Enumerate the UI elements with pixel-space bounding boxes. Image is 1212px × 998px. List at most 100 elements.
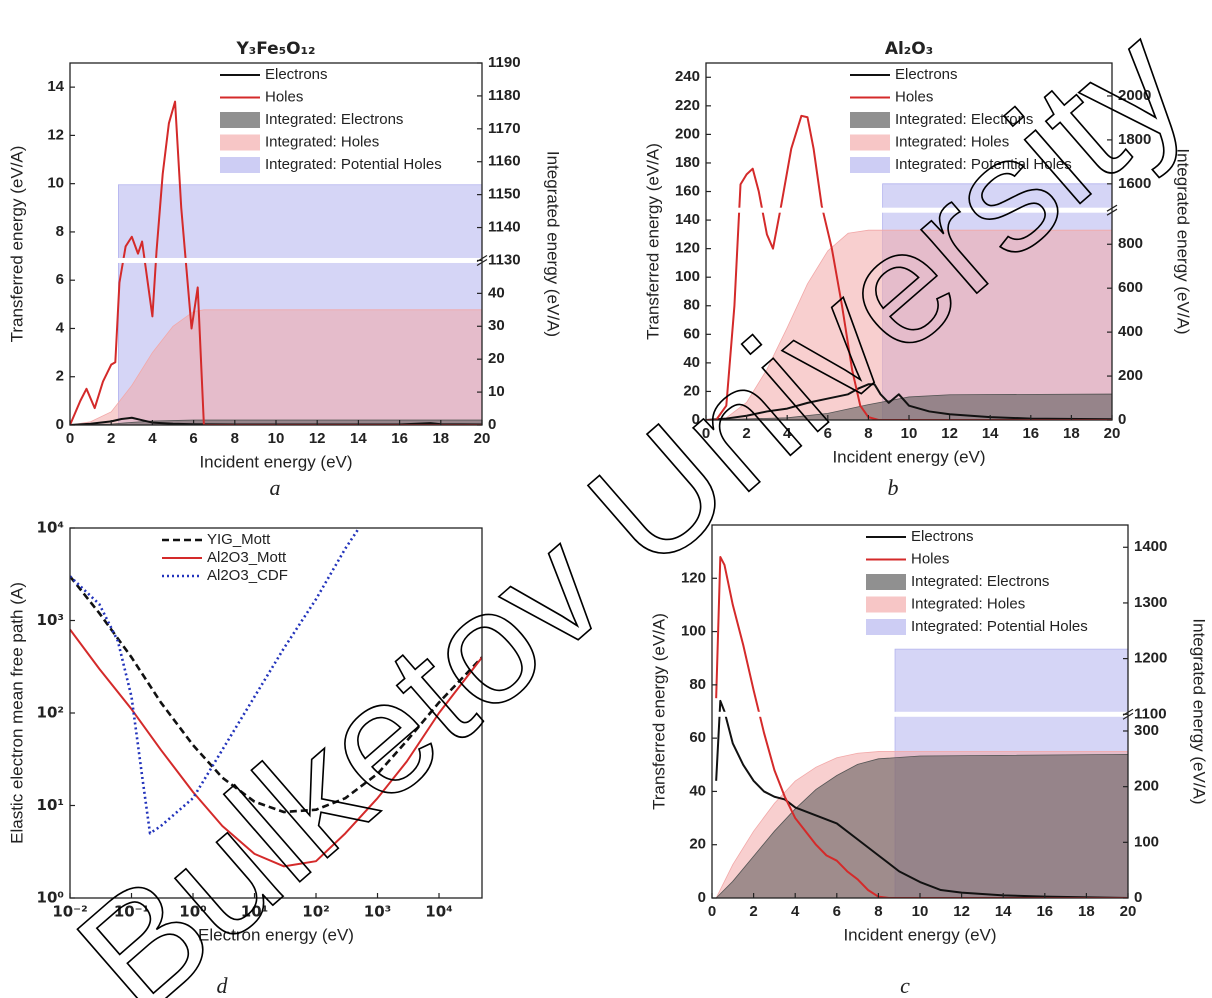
y-tick-label: 2 (56, 368, 64, 385)
line (715, 555, 1128, 898)
plot (706, 114, 1112, 420)
x-tick-label: 18 (1078, 903, 1095, 920)
legend-label: Electrons (265, 66, 328, 83)
legend-swatch (850, 112, 890, 128)
x-tick-label: 14 (982, 425, 999, 442)
x-tick-label: 10⁰ (179, 903, 206, 921)
y-tick-label: 60 (689, 729, 706, 746)
panel-caption: d (217, 973, 229, 998)
line (70, 100, 482, 425)
y2-tick-label: 600 (1118, 279, 1143, 296)
legend-label: Integrated: Potential Holes (911, 618, 1088, 635)
y2-tick-label: 200 (1118, 367, 1143, 384)
legend-label: Holes (895, 88, 933, 105)
x-tick-label: 4 (783, 425, 792, 442)
legend-label: Integrated: Potential Holes (895, 156, 1072, 173)
legend-label: Al2O3_CDF (207, 567, 288, 584)
x-tick-label: 10⁻¹ (114, 903, 149, 921)
legend-swatch (220, 134, 260, 151)
y2-tick-label: 1600 (1118, 175, 1151, 192)
area (70, 309, 482, 425)
y-tick-label: 220 (675, 97, 700, 114)
x-tick-label: 8 (864, 425, 872, 442)
panel-caption: b (888, 475, 899, 500)
x-tick-label: 2 (742, 425, 750, 442)
y2-tick-label: 800 (1118, 235, 1143, 252)
x-tick-label: 8 (874, 903, 882, 920)
y-tick-label: 10⁴ (37, 519, 64, 537)
y2-tick-label: 1150 (488, 186, 521, 203)
legend-label: Integrated: Electrons (265, 111, 403, 128)
y-tick-label: 10² (37, 704, 64, 722)
y2-axis-label: Integrated energy (eV/A) (1190, 618, 1209, 804)
x-tick-label: 10 (912, 903, 929, 920)
legend-label: Integrated: Electrons (911, 573, 1049, 590)
x-tick-label: 10 (901, 425, 918, 442)
y2-tick-label: 400 (1118, 323, 1143, 340)
y-tick-label: 80 (683, 297, 700, 314)
legend-label: Integrated: Holes (265, 133, 379, 150)
y2-tick-label: 1400 (1134, 538, 1167, 555)
legend-swatch (866, 574, 906, 590)
x-axis-label: Incident energy (eV) (843, 925, 996, 944)
y-axis-label: Transferred energy (eV/A) (643, 143, 662, 340)
plot (70, 100, 482, 425)
x-tick-label: 20 (1104, 425, 1121, 442)
line (706, 383, 1112, 420)
legend-swatch (220, 157, 260, 173)
x-tick-label: 12 (953, 903, 970, 920)
legend-label: Al2O3_Mott (207, 549, 287, 566)
y-tick-label: 140 (675, 211, 700, 228)
y-tick-label: 180 (675, 154, 700, 171)
y-axis-label: Elastic electron mean free path (A) (7, 582, 26, 844)
x-tick-label: 8 (231, 430, 239, 447)
line (70, 528, 361, 835)
y-tick-label: 40 (689, 782, 706, 799)
line (70, 628, 482, 868)
area (715, 753, 1128, 898)
y-tick-label: 0 (698, 889, 706, 906)
x-tick-label: 2 (107, 430, 115, 447)
y-tick-label: 240 (675, 68, 700, 85)
legend-label: YIG_Mott (207, 531, 271, 548)
y-tick-label: 10 (47, 175, 64, 192)
x-tick-label: 14 (995, 903, 1012, 920)
y-tick-label: 10⁰ (37, 889, 64, 907)
legend-swatch (850, 157, 890, 173)
x-tick-label: 6 (189, 430, 197, 447)
y2-tick-label: 1190 (488, 54, 521, 71)
x-tick-label: 20 (1120, 903, 1137, 920)
x-tick-label: 6 (824, 425, 832, 442)
x-tick-label: 12 (309, 430, 326, 447)
x-tick-label: 0 (708, 903, 716, 920)
y2-tick-label: 0 (1134, 889, 1142, 906)
y2-tick-label: 1300 (1134, 594, 1167, 611)
y-tick-label: 40 (683, 354, 700, 371)
y2-tick-label: 1100 (1134, 705, 1167, 722)
legend-label: Integrated: Electrons (895, 111, 1033, 128)
x-tick-label: 10⁴ (425, 903, 452, 921)
legend-label: Integrated: Potential Holes (265, 156, 442, 173)
y2-axis-label: Integrated energy (eV/A) (544, 151, 563, 337)
y2-tick-label: 1180 (488, 87, 521, 104)
legend-swatch (866, 619, 906, 635)
y2-tick-label: 0 (1118, 411, 1126, 428)
panel-caption: c (900, 973, 910, 998)
axis-break (70, 257, 488, 263)
legend-label: Electrons (895, 66, 958, 83)
y2-tick-label: 1200 (1134, 650, 1167, 667)
axis-break (712, 711, 1134, 717)
y-tick-label: 8 (56, 223, 64, 240)
x-tick-label: 4 (148, 430, 157, 447)
x-tick-label: 10² (302, 903, 329, 921)
y2-axis-label: Integrated energy (eV/A) (1174, 148, 1193, 334)
x-tick-label: 6 (833, 903, 841, 920)
x-tick-label: 16 (1022, 425, 1039, 442)
chart-title: Y₃Fe₅O₁₂ (236, 39, 316, 59)
y2-tick-label: 100 (1134, 833, 1159, 850)
legend-swatch (850, 134, 890, 151)
y-tick-label: 120 (675, 240, 700, 257)
y2-tick-label: 30 (488, 317, 505, 334)
line (70, 416, 482, 425)
x-tick-label: 18 (1063, 425, 1080, 442)
